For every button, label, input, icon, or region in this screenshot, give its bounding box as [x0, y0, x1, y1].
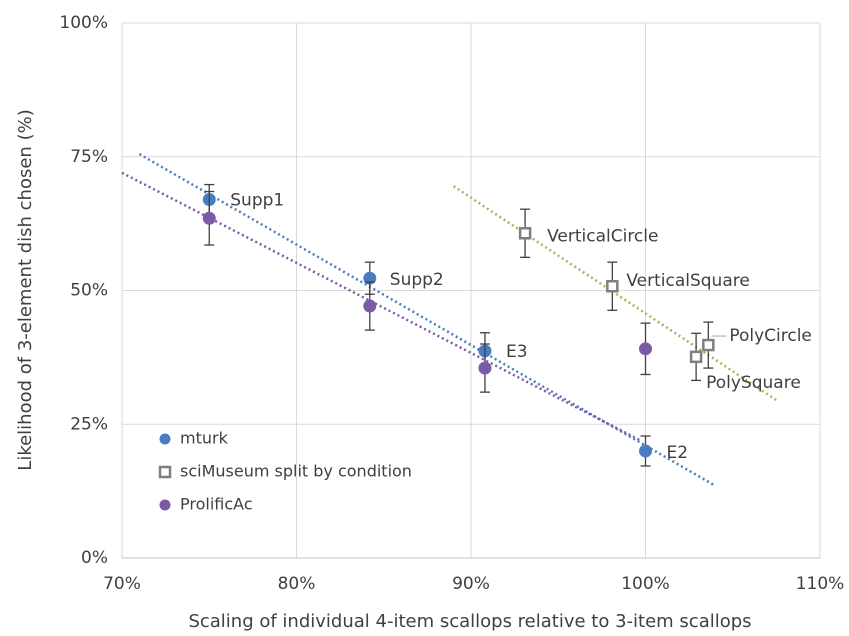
y-axis-label: Likelihood of 3-element dish chosen (%) — [15, 109, 36, 470]
marker — [689, 350, 703, 364]
y-tick-label: 100% — [59, 13, 108, 33]
data-label: Supp1 — [230, 191, 284, 211]
marker — [363, 299, 377, 313]
y-tick-label: 50% — [70, 281, 108, 301]
data-label: E2 — [667, 443, 689, 463]
marker — [478, 361, 492, 375]
marker — [202, 211, 216, 225]
x-tick-label: 100% — [621, 574, 670, 594]
data-label: E3 — [506, 342, 528, 362]
data-label: PolyCircle — [729, 326, 812, 346]
legend-marker — [158, 465, 172, 479]
x-axis-label: Scaling of individual 4-item scallops re… — [188, 611, 751, 632]
marker — [606, 279, 619, 293]
data-label: VerticalCircle — [547, 226, 658, 246]
x-tick-label: 110% — [796, 574, 845, 594]
y-tick-label: 25% — [70, 414, 108, 434]
marker — [639, 444, 652, 458]
y-tick-label: 75% — [70, 147, 108, 167]
x-tick-label: 70% — [103, 574, 141, 594]
data-label: Supp2 — [390, 270, 444, 290]
x-tick-label: 90% — [452, 574, 490, 594]
marker — [518, 227, 532, 240]
data-label: VerticalSquare — [626, 271, 749, 291]
trendline — [452, 185, 778, 402]
legend-marker — [159, 433, 171, 445]
trendline — [138, 152, 716, 487]
x-tick-label: 80% — [278, 574, 316, 594]
marker — [639, 342, 652, 356]
legend-label: ProlificAc — [180, 495, 253, 514]
trendline — [121, 171, 641, 442]
y-tick-label: 0% — [81, 548, 108, 568]
legend-label: sciMuseum split by condition — [180, 462, 412, 481]
marker — [702, 338, 715, 352]
legend-marker — [159, 499, 171, 511]
legend-label: mturk — [180, 429, 229, 448]
data-label: PolySquare — [706, 373, 801, 393]
